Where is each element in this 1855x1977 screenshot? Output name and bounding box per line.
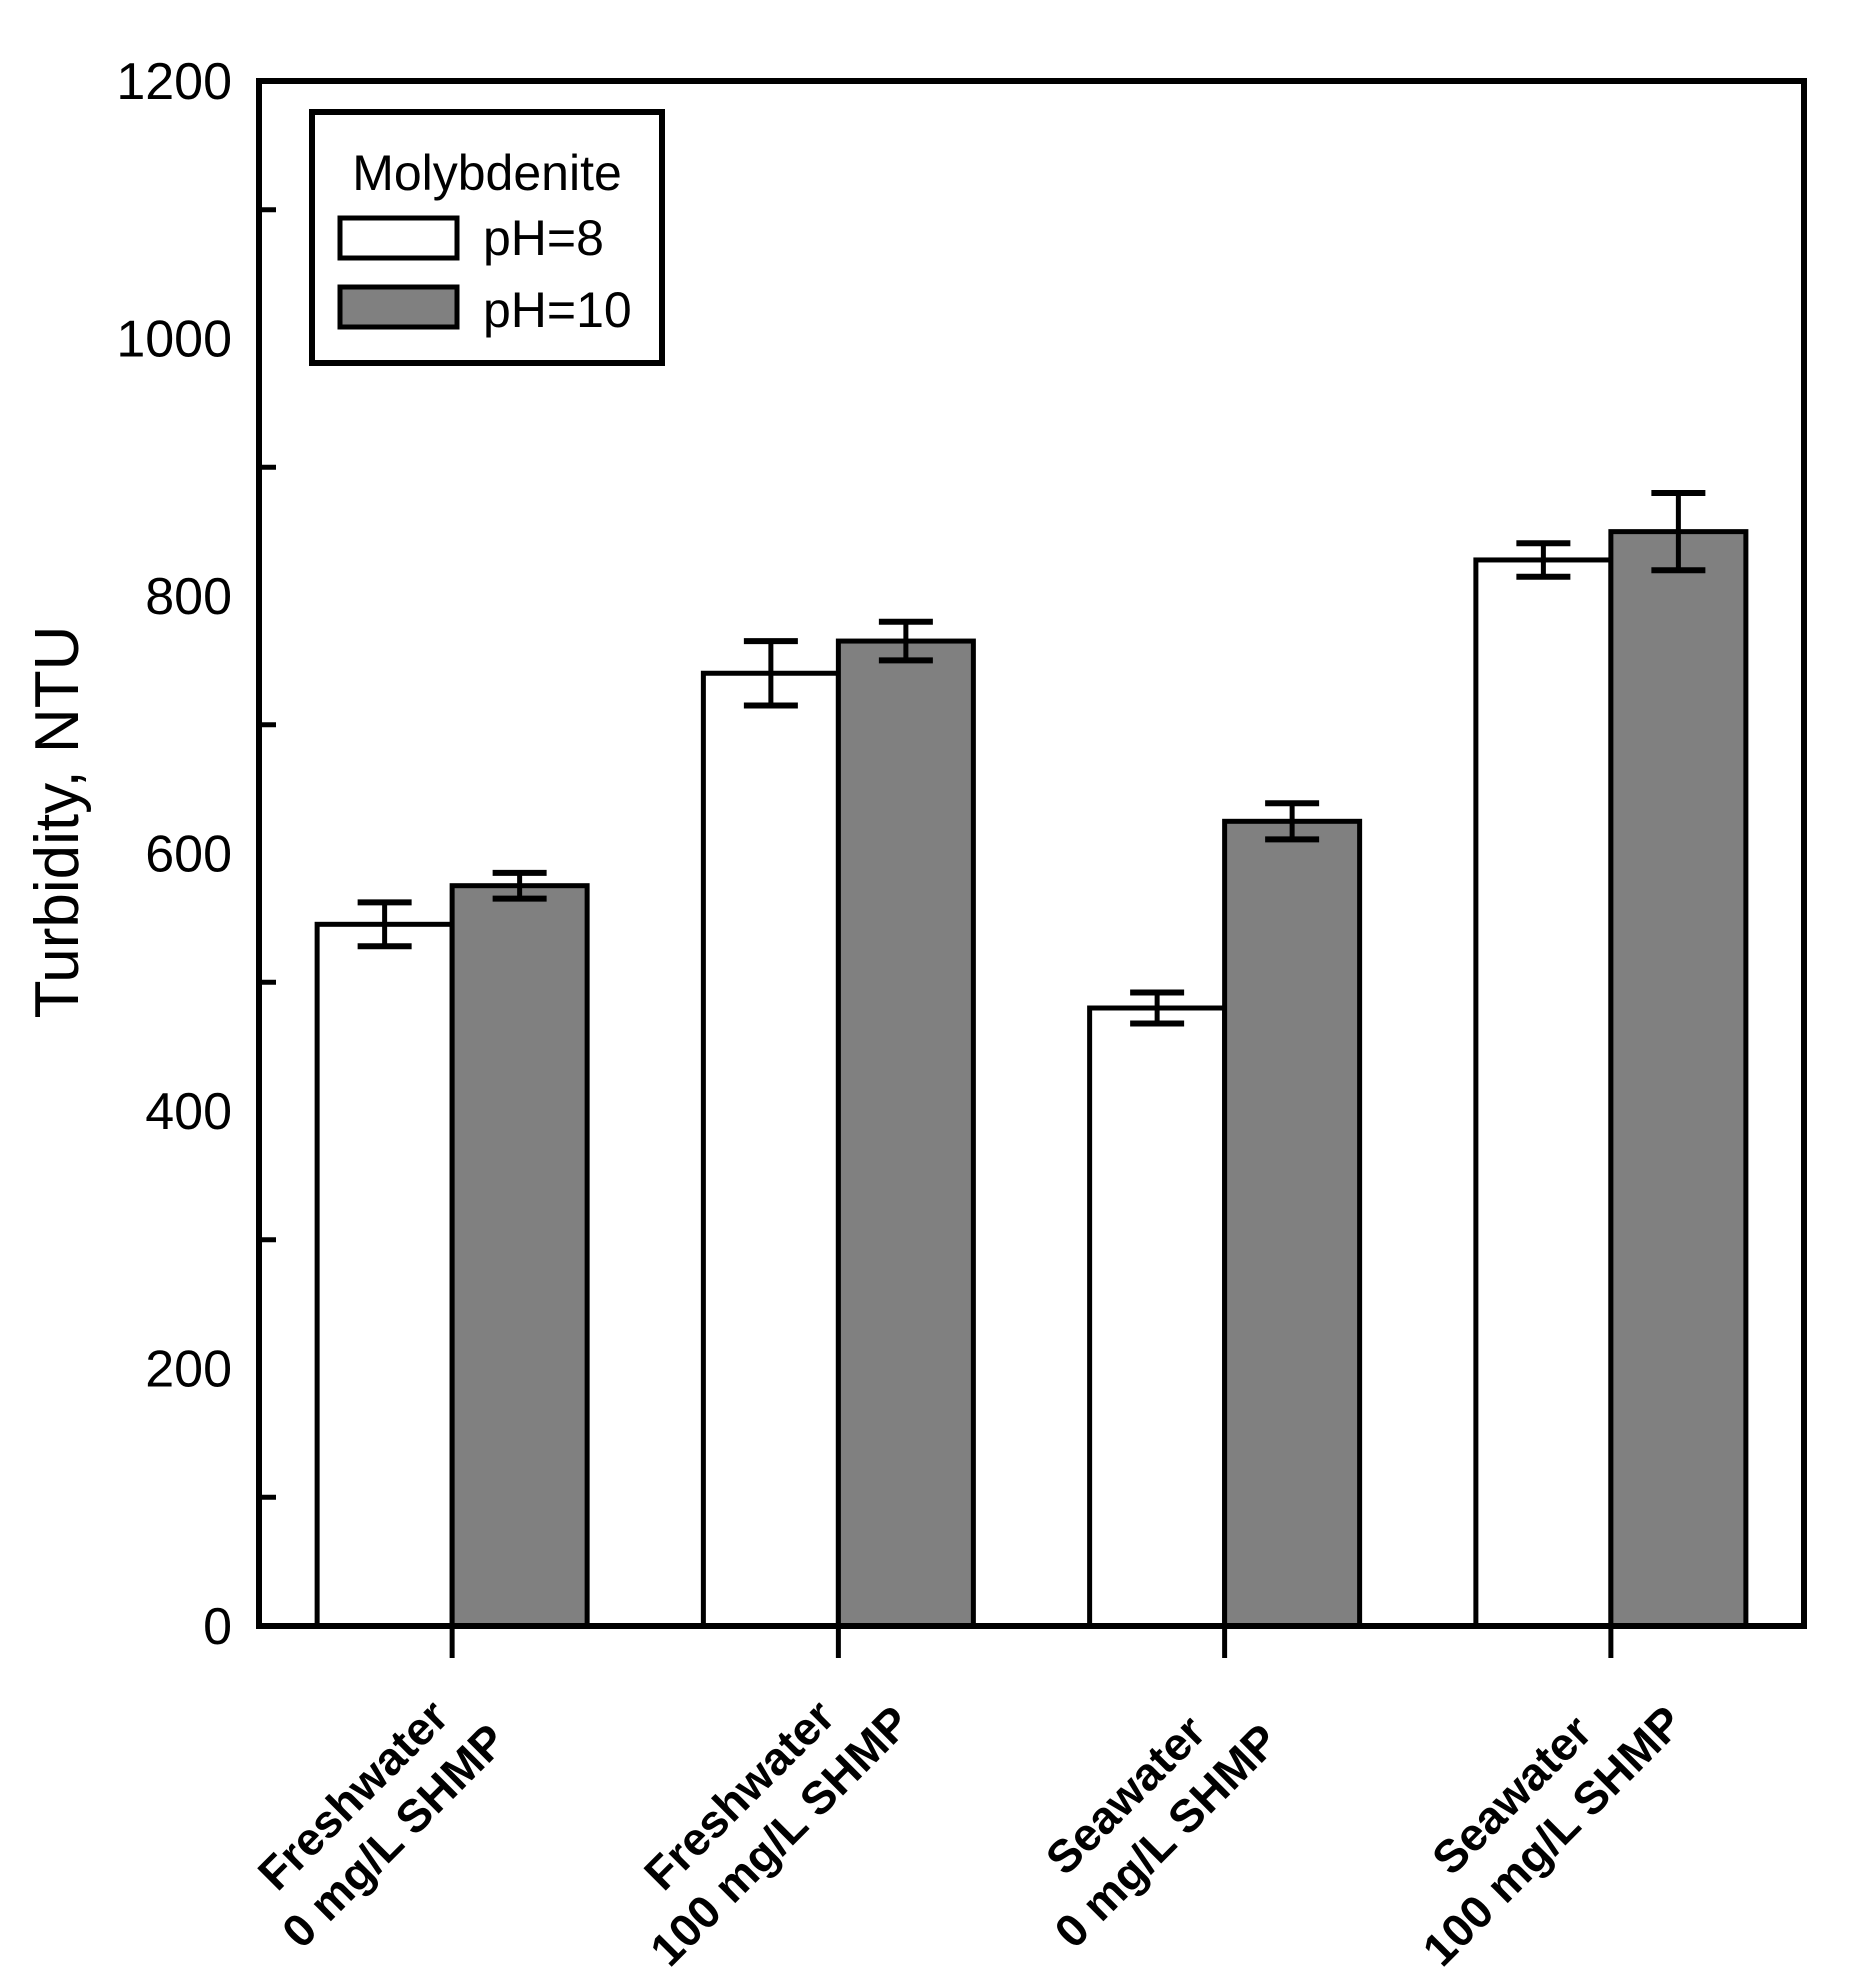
legend-swatch-ph8 (337, 215, 460, 261)
y-axis-tick-label: 800 (145, 568, 232, 626)
axis-frame (256, 78, 1807, 1629)
legend-swatch-ph10 (337, 284, 460, 330)
y-axis-tick-label: 200 (145, 1341, 232, 1399)
bar (700, 670, 841, 1629)
error-bar (1130, 989, 1185, 1027)
legend-box: Molybdenite pH=8 pH=10 (309, 109, 665, 366)
y-axis-tick-label: 600 (145, 826, 232, 884)
error-bar (1265, 800, 1320, 843)
bar (1222, 818, 1363, 1629)
bar (1473, 557, 1614, 1629)
y-axis-tick-label: 400 (145, 1083, 232, 1141)
bar (314, 921, 455, 1629)
error-bar (492, 869, 547, 902)
legend-label: pH=8 (483, 210, 604, 266)
error-bar (743, 638, 798, 709)
bar (1608, 529, 1749, 1629)
bar (1087, 1005, 1228, 1629)
error-bar (1651, 490, 1706, 574)
error-bar (878, 618, 933, 664)
error-bar (1516, 540, 1571, 580)
legend-title: Molybdenite (352, 145, 622, 201)
y-axis-title: Turbidity, NTU (23, 626, 92, 1019)
bar (449, 883, 590, 1629)
error-bar (357, 899, 412, 950)
y-axis-tick-label: 1200 (116, 53, 232, 111)
legend-label: pH=10 (483, 282, 632, 338)
bar (835, 638, 976, 1629)
y-axis-tick-label: 1000 (116, 311, 232, 369)
y-axis-tick-label: 0 (203, 1598, 232, 1656)
